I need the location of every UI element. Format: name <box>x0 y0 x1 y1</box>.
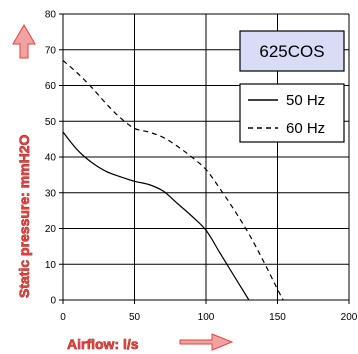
y-tick-label: 20 <box>45 224 57 235</box>
legend: 50 Hz 60 Hz <box>239 83 345 143</box>
model-label-box <box>239 30 345 72</box>
right-arrow-icon <box>179 333 234 351</box>
y-tick-label: 50 <box>45 117 57 128</box>
x-axis-title-group: Airflow: l/s <box>67 333 234 352</box>
y-tick-label: 70 <box>45 45 57 56</box>
legend-box <box>239 83 345 143</box>
x-tick-label: 100 <box>198 312 215 323</box>
legend-label-60hz: 60 Hz <box>286 120 325 137</box>
x-axis-title: Airflow: l/s <box>67 336 139 352</box>
series-line-50hz <box>62 131 250 301</box>
y-tick-label: 60 <box>45 81 57 92</box>
model-label: 625COS <box>259 42 324 61</box>
y-axis-title: Static pressure: mmH2O <box>16 134 32 298</box>
series-lines <box>62 60 284 301</box>
x-tick-label: 200 <box>341 312 358 323</box>
y-tick-label: 10 <box>45 260 57 271</box>
x-tick-label: 50 <box>129 312 141 323</box>
y-tick-label: 80 <box>45 10 57 21</box>
x-tick-label: 150 <box>269 312 286 323</box>
y-axis-title-group: Static pressure: mmH2O <box>12 24 36 298</box>
y-tick-label: 40 <box>45 153 57 164</box>
legend-label-50hz: 50 Hz <box>286 92 325 109</box>
y-tick-label: 30 <box>45 188 57 199</box>
y-tick-label: 0 <box>50 296 56 307</box>
x-tick-label: 0 <box>60 312 66 323</box>
series-line-60hz <box>62 60 284 301</box>
up-arrow-icon <box>12 24 36 59</box>
tick-labels: 0 10 20 30 40 50 60 70 80 0 50 100 150 200 <box>45 10 358 324</box>
